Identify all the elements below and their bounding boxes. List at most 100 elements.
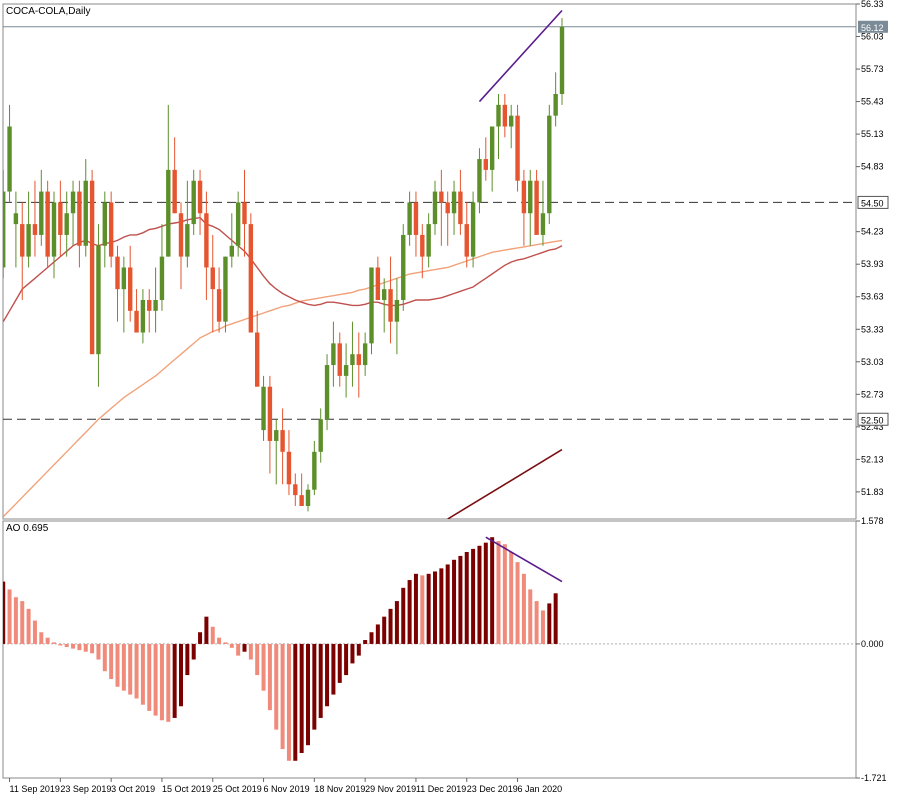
x-tick-label: 18 Nov 2019 — [314, 784, 365, 794]
ao-bar — [140, 643, 145, 705]
candle-body — [83, 180, 88, 246]
candle-body — [534, 180, 539, 235]
candle-body — [502, 104, 508, 127]
candle-body — [407, 202, 412, 235]
candle-body — [388, 289, 393, 322]
level-price-label: 54.50 — [861, 198, 884, 208]
price-tick-label: 56.33 — [861, 0, 884, 9]
x-tick-label: 11 Dec 2019 — [416, 784, 466, 794]
price-tick-label: 55.73 — [861, 64, 884, 74]
price-tick-label: 53.93 — [861, 259, 884, 269]
ao-bar — [458, 555, 463, 644]
ma-slow-line — [3, 239, 563, 518]
ao-bar — [382, 616, 387, 644]
ao-bar — [45, 637, 50, 644]
candle-body — [318, 419, 323, 452]
ao-bar — [547, 603, 552, 644]
candle-body — [350, 354, 355, 366]
candle-body — [197, 180, 203, 214]
price-tick-label: 54.83 — [861, 162, 884, 172]
ao-bar — [363, 640, 368, 644]
ao-bar — [375, 624, 380, 644]
ao-bar — [325, 643, 330, 707]
price-tick-label: 52.43 — [861, 422, 884, 432]
ao-bar — [477, 545, 482, 644]
ao-bar — [337, 643, 342, 683]
ao-bar — [344, 643, 349, 676]
candle-body — [242, 202, 247, 225]
candle-body — [432, 191, 438, 225]
ao-bar — [280, 643, 285, 750]
ao-bar — [179, 643, 183, 707]
price-chart-title: COCA-COLA,Daily — [6, 6, 90, 17]
candle-body — [204, 213, 209, 268]
price-tick-label: 55.13 — [861, 129, 884, 139]
candle-body — [64, 213, 69, 235]
candle-body — [369, 267, 374, 344]
price-tick-label: 53.33 — [861, 324, 884, 334]
ao-bar — [242, 643, 247, 652]
current-price-box — [858, 20, 888, 33]
price-tick-label: 55.43 — [861, 97, 884, 107]
ao-bar — [528, 589, 533, 644]
ao-bar — [267, 643, 272, 711]
candle-body — [521, 180, 527, 214]
ao-bar — [521, 573, 526, 644]
ao-bar — [153, 643, 158, 716]
candle-body — [58, 202, 63, 235]
ao-bar — [274, 643, 279, 730]
price-tick-label: 51.83 — [861, 487, 884, 497]
ao-bar — [109, 643, 114, 679]
candle-body — [515, 115, 520, 181]
ao-bar — [185, 643, 190, 676]
ao-bar — [439, 568, 444, 644]
ao-bar — [223, 642, 228, 644]
candle-body — [255, 332, 260, 387]
price-tick-label: 56.03 — [861, 32, 884, 42]
candle-body — [229, 245, 234, 257]
candle-body — [496, 104, 501, 127]
ao-bar — [236, 643, 241, 656]
x-tick-label: 15 Oct 2019 — [162, 784, 211, 794]
candle-body — [261, 386, 266, 431]
ao-bar — [115, 643, 120, 687]
candle-body — [140, 299, 146, 333]
ao-bar — [26, 608, 31, 644]
ao-bar — [159, 643, 164, 721]
level-price-box — [857, 195, 889, 209]
candle-body — [445, 202, 450, 214]
candle-body — [375, 267, 381, 300]
price-tick-label: 53.63 — [861, 292, 884, 302]
ao-bar — [452, 559, 457, 644]
candle-body — [166, 169, 171, 257]
ao-bar — [401, 587, 406, 644]
x-tick-label: 11 Sep 2019 — [10, 784, 60, 794]
x-tick-label: 25 Oct 2019 — [213, 784, 262, 794]
ao-bar — [229, 643, 234, 648]
ao-pane-frame — [2, 520, 857, 779]
candle-body — [382, 289, 387, 300]
price-trend-line — [478, 9, 563, 103]
ao-bar — [102, 643, 107, 672]
ao-bar — [121, 643, 126, 691]
ao-bar — [483, 542, 488, 644]
candle-body — [134, 310, 139, 333]
candle-body — [274, 430, 279, 441]
level-price-box — [857, 412, 889, 426]
ao-bar — [39, 632, 44, 644]
ao-bar — [7, 589, 12, 644]
candle-body — [70, 191, 76, 214]
candle-body — [7, 126, 12, 192]
x-tick-label: 23 Sep 2019 — [60, 784, 111, 794]
ao-bar — [394, 601, 399, 644]
candle-body — [20, 224, 25, 257]
candle-body — [394, 299, 400, 322]
ao-bar — [172, 643, 177, 718]
candle-body — [32, 224, 38, 235]
candle-body — [45, 191, 50, 257]
candle-body — [509, 115, 514, 127]
candle-body — [115, 256, 120, 290]
ao-bar — [191, 643, 196, 660]
candle-body — [153, 299, 158, 311]
